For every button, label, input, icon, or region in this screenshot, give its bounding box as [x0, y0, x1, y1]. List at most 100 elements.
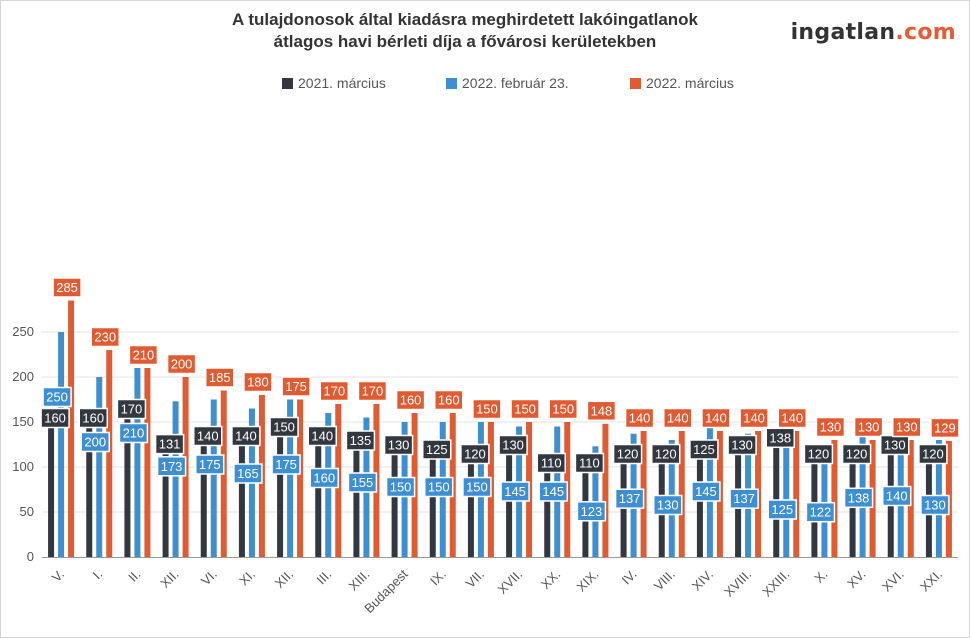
y-tick-label-50: 50: [20, 504, 34, 519]
data-label-s3-3-ii: 210: [128, 344, 159, 366]
data-label-s1-11-ix: 125: [422, 439, 452, 460]
data-label-s1-16-iv: 120: [612, 443, 643, 465]
data-label-box: [307, 425, 337, 447]
bar-s3-21-x: [831, 440, 838, 557]
data-label-s2-4-xii: 173: [156, 456, 187, 477]
data-label-box: [309, 467, 339, 489]
data-label-text: 125: [426, 442, 448, 457]
bar-s3-20-xxiii: [793, 431, 800, 557]
data-label-s3-7-xii: 175: [281, 376, 311, 397]
data-label-box: [345, 430, 376, 451]
data-label-s3-14-xx: 150: [548, 398, 578, 420]
x-tick-label-12-vii: VII.: [463, 567, 487, 591]
x-tick-label-23-xvi: XVI.: [879, 567, 907, 595]
logo-text: ingatlan: [790, 20, 896, 45]
data-label-text: 145: [504, 484, 526, 499]
chart-legend: 2021. március 2022. február 23. 2022. má…: [0, 73, 970, 93]
x-tick-label-9-xiii: XIII.: [346, 567, 373, 594]
data-label-box: [281, 376, 311, 397]
data-label-box: [205, 367, 235, 388]
data-label-s1-19-xviii: 130: [727, 434, 757, 456]
data-label-text: 140: [705, 411, 727, 426]
data-label-box: [612, 443, 643, 465]
data-label-box: [882, 485, 912, 507]
data-label-s3-6-xi: 180: [243, 371, 273, 393]
data-label-text: 130: [820, 420, 842, 435]
data-label-text: 140: [743, 411, 765, 426]
data-label-box: [193, 425, 223, 447]
data-label-text: 120: [617, 447, 639, 462]
legend-label-2022-mar: 2022. március: [646, 75, 734, 91]
data-label-s2-20-xxiii: 125: [767, 499, 797, 520]
x-tick-label-22-xv: XV.: [844, 567, 869, 592]
data-label-text: 173: [161, 459, 183, 474]
data-label-box: [383, 434, 414, 456]
x-tick-label-3-ii: II.: [125, 567, 143, 585]
data-label-box: [765, 427, 795, 449]
data-label-box: [892, 416, 922, 438]
data-label-text: 250: [46, 390, 68, 405]
data-label-s1-5-vi: 140: [193, 425, 223, 447]
x-tick-label-15-xix: XIX.: [574, 567, 602, 595]
data-label-box: [424, 476, 454, 498]
data-label-s1-21-x: 120: [803, 443, 834, 465]
data-label-s1-10-budapest: 130: [383, 434, 414, 456]
bar-s2-1-v: [58, 332, 65, 557]
data-label-box: [422, 439, 452, 460]
data-label-text: 130: [502, 438, 524, 453]
data-label-box: [691, 481, 721, 502]
data-label-text: 120: [655, 447, 677, 462]
data-label-s3-4-xii: 200: [166, 353, 197, 375]
x-tick-label-2-i: I.: [90, 567, 106, 583]
bar-s2-2-i: [96, 377, 103, 557]
y-tick-label-100: 100: [12, 459, 34, 474]
data-label-box: [462, 476, 492, 498]
bar-s3-2-i: [106, 350, 113, 557]
data-label-s1-12-vii: 120: [460, 443, 490, 465]
data-label-box: [624, 407, 655, 429]
data-label-s2-6-xi: 165: [233, 463, 263, 484]
chart-title: A tulajdonosok által kiadásra meghirdete…: [150, 9, 780, 53]
data-label-text: 140: [781, 411, 803, 426]
data-label-text: 200: [84, 435, 106, 450]
data-label-s3-19-xviii: 140: [739, 407, 769, 429]
x-tick-label-1-v: V.: [49, 567, 67, 585]
data-label-s1-9-xiii: 135: [345, 430, 376, 451]
data-label-text: 160: [400, 393, 422, 408]
data-label-s2-10-budapest: 150: [385, 476, 416, 498]
data-label-text: 140: [197, 429, 219, 444]
data-label-s3-10-budapest: 160: [395, 389, 426, 411]
data-label-s1-7-xii: 150: [269, 416, 299, 438]
data-label-s3-5-vi: 185: [205, 367, 235, 388]
data-label-box: [90, 326, 120, 348]
data-label-box: [243, 371, 273, 393]
data-label-s2-24-xxi: 130: [920, 494, 950, 516]
y-tick-label-0: 0: [27, 549, 34, 564]
data-label-text: 150: [390, 480, 412, 495]
bar-s3-17-viii: [678, 431, 685, 557]
data-label-text: 170: [121, 402, 143, 417]
data-label-s2-23-xvi: 140: [882, 485, 912, 507]
data-label-box: [166, 353, 197, 375]
data-label-box: [78, 407, 108, 429]
data-label-box: [156, 456, 187, 477]
data-label-text: 180: [247, 375, 269, 390]
data-label-text: 131: [159, 437, 181, 452]
data-label-text: 130: [657, 498, 679, 513]
x-tick-label-19-xviii: XVIII.: [721, 567, 754, 600]
legend-label-2022-feb: 2022. február 23.: [462, 75, 569, 91]
data-label-s2-21-x: 122: [805, 501, 836, 523]
data-label-box: [815, 416, 846, 438]
data-label-box: [805, 501, 836, 523]
x-tick-label-13-xvii: XVII.: [495, 567, 526, 598]
data-label-s1-3-ii: 170: [116, 398, 147, 420]
data-label-text: 285: [56, 280, 78, 295]
bar-s3-3-ii: [144, 368, 151, 557]
data-label-box: [472, 398, 502, 420]
bar-s1-3-ii: [124, 404, 131, 557]
data-label-box: [739, 407, 769, 429]
data-label-text: 200: [171, 357, 193, 372]
bar-s1-10-budapest: [391, 440, 398, 557]
bar-s2-4-xii: [172, 401, 179, 557]
